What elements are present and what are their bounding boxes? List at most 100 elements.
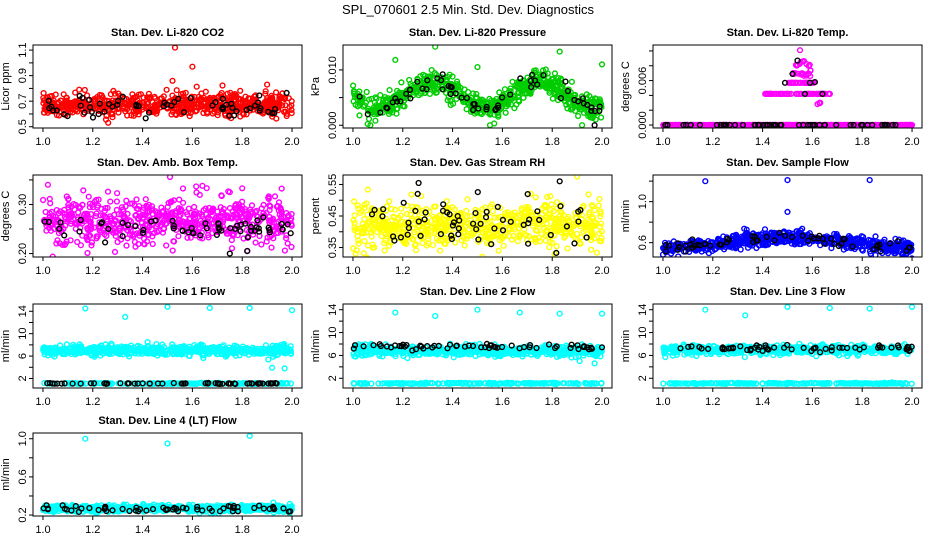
data-point: [542, 237, 549, 244]
data-point: [579, 122, 586, 128]
data-point: [223, 352, 231, 359]
data-point: [88, 108, 95, 115]
series-all: [350, 45, 606, 128]
data-point: [260, 214, 267, 221]
data-point: [244, 234, 252, 241]
data-point: [77, 216, 84, 224]
data-point: [237, 87, 244, 94]
data-point: [808, 79, 816, 86]
data-point: [149, 240, 156, 248]
figure-title: SPL_070601 2.5 Min. Std. Dev. Diagnostic…: [342, 2, 594, 17]
x-tick-label: 1.6: [185, 265, 200, 277]
data-point: [265, 345, 272, 352]
plot-frame: [32, 44, 303, 129]
data-point: [573, 230, 581, 237]
data-point: [215, 220, 222, 227]
data-point: [499, 216, 507, 224]
data-point: [536, 216, 543, 224]
data-point: [429, 242, 437, 249]
data-point: [176, 213, 183, 220]
data-point: [127, 200, 134, 207]
data-point: [178, 207, 185, 215]
data-point: [282, 102, 289, 109]
data-point: [583, 222, 590, 229]
data-point: [175, 95, 182, 102]
data-point: [405, 219, 412, 226]
data-point: [412, 241, 420, 248]
data-point: [472, 210, 479, 217]
data-point: [42, 208, 49, 216]
data-point: [195, 93, 202, 100]
data-point: [44, 181, 52, 188]
data-point: [155, 212, 162, 219]
data-point: [78, 349, 85, 357]
data-point: [511, 224, 518, 231]
data-point: [94, 233, 101, 240]
x-tick-label: 1.8: [545, 136, 560, 148]
data-point: [369, 107, 376, 114]
y-tick-label: 0.55: [327, 174, 339, 195]
data-point: [179, 185, 187, 192]
data-point: [810, 90, 817, 98]
data-point: [577, 104, 584, 111]
data-point: [253, 207, 260, 215]
data-point: [372, 117, 379, 124]
data-point: [493, 225, 501, 232]
data-point: [361, 238, 368, 245]
data-point: [682, 248, 689, 255]
data-point: [414, 190, 421, 198]
data-point: [81, 348, 89, 356]
x-tick-label: 1.2: [395, 136, 410, 148]
data-point: [500, 242, 507, 249]
data-point: [464, 196, 471, 203]
data-point: [107, 91, 115, 98]
data-point: [117, 349, 124, 357]
data-point: [377, 109, 384, 116]
data-point: [74, 346, 82, 353]
data-point: [169, 209, 176, 216]
data-point: [214, 350, 222, 358]
data-point: [386, 198, 393, 205]
data-point: [892, 121, 899, 128]
data-point: [196, 191, 203, 199]
data-point: [269, 348, 276, 355]
data-point: [866, 177, 873, 184]
data-point: [398, 79, 405, 86]
data-point: [163, 242, 170, 249]
data-point: [811, 78, 819, 86]
data-point: [579, 95, 587, 102]
x-tick-label: 1.0: [345, 136, 360, 148]
data-point: [422, 209, 429, 216]
data-point: [41, 218, 48, 225]
data-point: [421, 216, 428, 223]
x-tick-label: 1.6: [495, 136, 510, 148]
data-point: [392, 56, 399, 64]
data-point: [522, 209, 529, 217]
data-point: [143, 238, 151, 245]
data-point: [551, 78, 559, 85]
data-point: [563, 223, 571, 230]
data-point: [478, 96, 485, 103]
data-point: [276, 93, 283, 100]
data-point: [574, 175, 581, 180]
data-point: [161, 99, 168, 106]
x-tick-label: 1.6: [805, 265, 820, 277]
data-point: [351, 212, 358, 219]
data-point: [902, 121, 909, 128]
data-point: [281, 108, 288, 116]
data-point: [417, 232, 424, 240]
data-point: [386, 225, 394, 233]
data-point: [565, 99, 573, 107]
data-point: [223, 213, 231, 221]
data-point: [41, 344, 48, 351]
data-point: [169, 77, 176, 84]
data-point: [534, 208, 541, 215]
data-point: [265, 195, 272, 203]
data-point: [596, 107, 603, 115]
data-point: [74, 209, 82, 216]
data-point: [87, 219, 94, 226]
y-axis-label: kPa: [310, 76, 322, 96]
data-point: [591, 122, 598, 128]
data-point: [146, 109, 153, 116]
data-point: [596, 223, 604, 230]
